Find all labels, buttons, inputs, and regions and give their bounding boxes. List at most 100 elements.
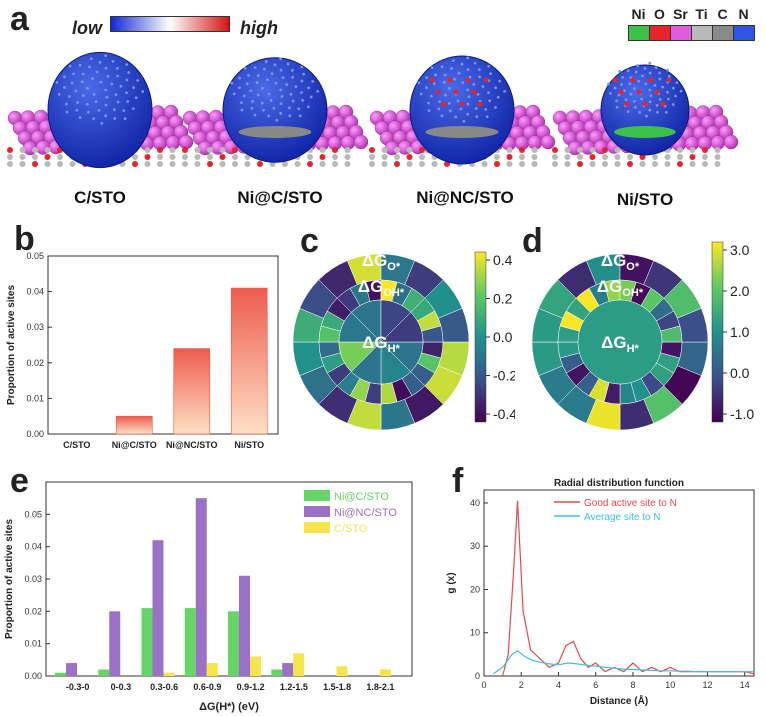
- element-swatch-ni: [628, 25, 650, 41]
- element-symbol-n: N: [738, 6, 749, 22]
- ring-label-inner: ΔGH*: [601, 333, 639, 355]
- ring-label-inner-main: ΔG: [601, 333, 626, 352]
- legend-label-f: Average site to N: [584, 512, 661, 523]
- structure-label-c-sto: C/STO: [74, 188, 126, 207]
- x-tick-label-e: 1.8-2.1: [366, 682, 394, 692]
- bar-e-nicsto: [228, 611, 239, 676]
- bar-e-nincsto: [109, 611, 121, 676]
- bar-e-csto: [206, 663, 218, 676]
- y-tick-label-e: 0.00: [24, 671, 42, 681]
- ring-label-outer-main: ΔG: [362, 251, 387, 270]
- chart-f: Radial distribution function 0 10 20 30 40 0 2 4…: [446, 478, 755, 707]
- bar-e-nincsto: [195, 498, 207, 676]
- legend-label-e: Ni@C/STO: [334, 491, 389, 503]
- x-tick-label-b: Ni@C/STO: [112, 440, 157, 450]
- ring-label-outer-main: ΔG: [601, 251, 626, 270]
- bar-b: [230, 287, 268, 435]
- chart-title-f: Radial distribution function: [554, 478, 684, 489]
- x-axis-label-e: ΔG(H*) (eV): [199, 701, 259, 713]
- colorbar-low-label: low: [72, 18, 102, 38]
- legend-swatch-e: [304, 490, 330, 501]
- x-tick-label-f: 10: [665, 680, 675, 690]
- plot-frame-f: [483, 489, 755, 677]
- y-tick-label-f: 30: [470, 541, 480, 551]
- panel-label-d: d: [522, 222, 543, 260]
- colorbar-c-tick-label: 0.0: [493, 329, 513, 345]
- legend-label-e: Ni@NC/STO: [334, 507, 397, 519]
- ring-2: [318, 279, 444, 405]
- legend-swatch-e: [304, 522, 330, 533]
- structure-model-2: [182, 57, 369, 167]
- ring-label-middle-main: ΔG: [358, 277, 383, 296]
- structure-model-1: [7, 51, 194, 169]
- panel-label-f: f: [452, 462, 464, 500]
- element-swatch-c: [712, 25, 734, 41]
- bar-e-csto: [379, 669, 391, 676]
- y-tick-label-b: 0.00: [26, 429, 44, 439]
- x-tick-label-b: Ni/STO: [234, 440, 264, 450]
- structure-label-ni-sto: Ni/STO: [616, 190, 674, 209]
- x-tick-label-f: 14: [740, 680, 750, 690]
- colorbar-c-tick-label: -0.4: [493, 406, 515, 422]
- legend-label-f: Good active site to N: [584, 498, 677, 509]
- element-symbol-ti: Ti: [695, 6, 708, 22]
- y-tick-label-e: 0.03: [24, 574, 42, 584]
- ring-segment: [577, 299, 663, 385]
- x-tick-label-b: C/STO: [63, 440, 90, 450]
- bar-e-nincsto: [282, 663, 294, 676]
- series-line-f-1: [502, 500, 755, 677]
- x-tick-label-e: 0.9-1.2: [237, 682, 265, 692]
- colorbar-d-tick-label: -1.0: [730, 406, 754, 422]
- element-swatch-n: [733, 25, 755, 41]
- colorbar-high-label: high: [240, 18, 278, 38]
- y-axis-label-e: Proportion of active sites: [4, 519, 15, 639]
- bar-b: [115, 415, 153, 435]
- x-tick-label-e: -0.3-0: [66, 682, 90, 692]
- ring-label-outer: ΔGO*: [362, 251, 401, 273]
- element-symbol-o: O: [654, 6, 665, 22]
- x-tick-label-f: 0: [481, 680, 486, 690]
- x-tick-label-e: 0-0.3: [111, 682, 132, 692]
- x-tick-label-e: 1.5-1.8: [323, 682, 351, 692]
- colorbar-c: [474, 251, 487, 423]
- element-swatch-ti: [691, 25, 713, 41]
- bar-e-nicsto: [184, 608, 196, 676]
- y-axis-label-b: Proportion of active sites: [6, 285, 17, 405]
- colorbar-c-tick-label: 0.2: [493, 291, 513, 307]
- ring-label-inner-sub: H*: [388, 343, 401, 355]
- structure-model-3: [369, 55, 556, 167]
- ring-chart-d: ΔGO*ΔGOH*ΔGH*3.02.01.00.0-1.0: [531, 241, 754, 431]
- x-tick-label-e: 1.2-1.5: [280, 682, 308, 692]
- x-tick-label-e: 0.6-0.9: [193, 682, 221, 692]
- ring-label-middle-main: ΔG: [597, 277, 622, 296]
- plot-frame-b: [47, 255, 279, 435]
- ring-label-middle-sub: OH*: [383, 287, 405, 299]
- colorbar-d-tick-label: 3.0: [730, 242, 750, 258]
- colorbar-gradient: [110, 16, 230, 32]
- bar-e-nincsto: [152, 540, 164, 676]
- y-tick-label-f: 0: [475, 671, 480, 681]
- y-tick-label-b: 0.03: [26, 322, 44, 332]
- y-tick-label-e: 0.05: [24, 509, 42, 519]
- element-swatch-o: [649, 25, 671, 41]
- panel-label-e: e: [10, 462, 29, 500]
- bar-e-nicsto: [55, 672, 66, 676]
- structure-model-4: [552, 61, 739, 167]
- ring-label-inner: ΔGH*: [362, 333, 400, 355]
- colorbar-c-tick-label: -0.2: [493, 368, 515, 384]
- x-tick-label-f: 6: [593, 680, 598, 690]
- ring-label-outer: ΔGO*: [601, 251, 640, 273]
- structure-models: [7, 51, 739, 169]
- structure-label-ni-nc-sto: Ni@NC/STO: [416, 188, 514, 207]
- bar-e-nincsto: [66, 663, 77, 676]
- colorbar-d-tick-label: 2.0: [730, 283, 750, 299]
- x-axis-label-f: Distance (Å): [590, 694, 648, 707]
- ring-chart-c: ΔGO*ΔGOH*ΔGH*0.40.20.0-0.2-0.4: [292, 251, 515, 431]
- y-tick-label-e: 0.01: [24, 639, 42, 649]
- ring-label-inner-main: ΔG: [362, 333, 387, 352]
- bar-e-csto: [250, 656, 261, 676]
- ring-label-outer-sub: O*: [387, 261, 401, 273]
- bar-e-csto: [293, 653, 305, 676]
- element-swatch-sr: [670, 25, 692, 41]
- x-tick-label-f: 4: [556, 680, 561, 690]
